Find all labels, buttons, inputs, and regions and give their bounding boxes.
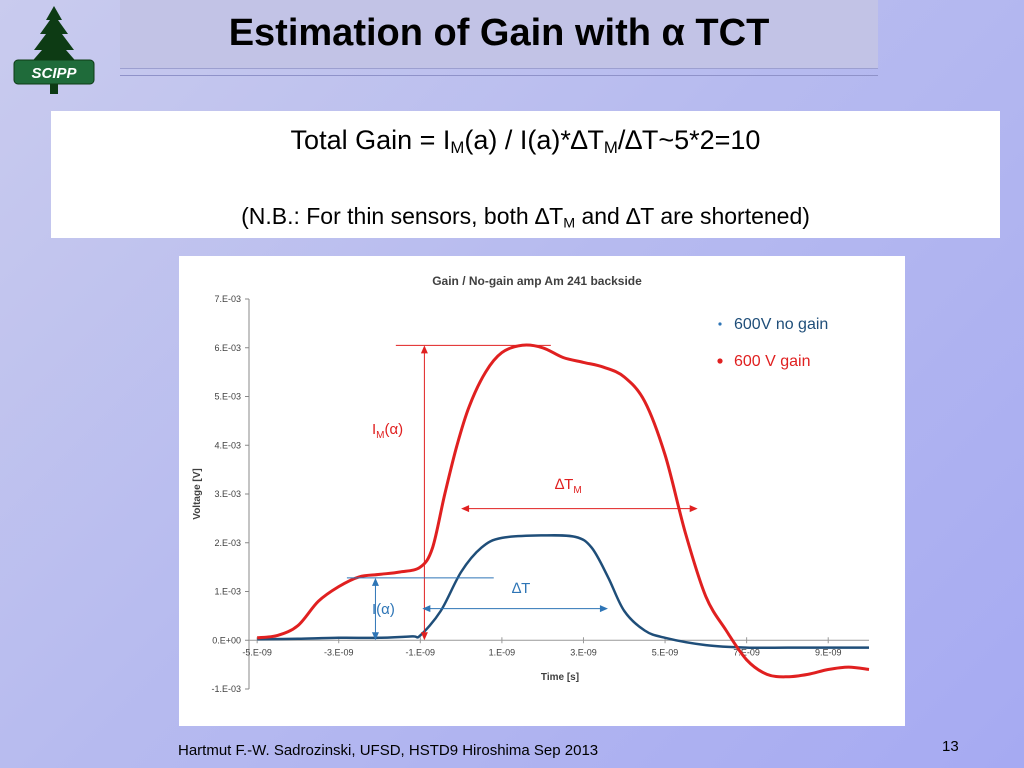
footer-author: Hartmut F.-W. Sadrozinski, UFSD, HSTD9 H… [178,742,599,759]
svg-text:IM(α): IM(α) [372,421,403,441]
delta-tm-arrowhead-right [689,505,698,513]
y-tick-label: 3.E-03 [214,489,241,499]
x-tick-label: 5.E-09 [652,647,679,657]
i-alpha-arrowhead-up [371,577,379,586]
delta-tm-label: ∆TM [555,476,582,496]
logo-text: SCIPP [31,65,77,82]
chart-legend: 600V no gain 600 V gain [717,316,828,370]
x-tick-label: -5.E-09 [242,647,272,657]
y-tick-label: 5.E-03 [214,392,241,402]
x-tick-label: 3.E-09 [570,647,597,657]
chart-container: Gain / No-gain amp Am 241 backside Volta… [179,256,905,726]
x-axis-label: Time [s] [541,672,579,683]
x-tick-label: 1.E-09 [489,647,516,657]
formula-box: Total Gain = IM(a) / I(a)*∆TM/∆T~5*2=10 … [51,111,1000,238]
chart-svg: Gain / No-gain amp Am 241 backside Volta… [192,274,870,694]
scipp-logo: SCIPP [13,6,95,94]
series-gain-line [257,343,870,679]
x-tick-label: -3.E-09 [324,647,354,657]
delta-tm-arrowhead-left [461,505,470,513]
title-divider [120,75,878,76]
y-axis-label: Voltage [V] [192,468,203,519]
legend-no-gain: 600V no gain [734,316,828,333]
chart-title: Gain / No-gain amp Am 241 backside [432,274,642,288]
y-tick-label: 1.E-03 [214,587,241,597]
x-tick-label: 9.E-09 [815,647,842,657]
im-alpha-arrowhead-up [420,345,428,354]
y-tick-label: 6.E-03 [214,343,241,353]
page-title: Estimation of Gain with α TCT [228,12,770,54]
gain-equation: Total Gain = IM(a) / I(a)*∆TM/∆T~5*2=10 [290,125,761,158]
note-text: (N.B.: For thin sensors, both ∆TM and ∆T… [241,203,810,232]
i-alpha-arrowhead-down [371,632,379,641]
i-alpha-label: I(α) [372,601,395,618]
delta-t-label: ∆T [512,580,530,597]
im-alpha-label: IM(α) [372,421,403,441]
im-alpha-arrowhead-down [420,632,428,641]
delta-t-arrowhead-right [599,605,608,613]
y-tick-label: -1.E-03 [211,684,241,694]
x-tick-label: -1.E-09 [406,647,436,657]
delta-t-arrowhead-left [422,605,431,613]
series-no-gain-line [257,534,869,650]
y-tick-label: 7.E-03 [214,294,241,304]
legend-gain: 600 V gain [734,353,811,370]
y-tick-label: 2.E-03 [214,538,241,548]
y-tick-label: 4.E-03 [214,440,241,450]
y-tick-label: 0.E+00 [212,635,241,645]
page-number: 13 [942,738,959,755]
title-bar [120,0,878,69]
x-tick-label: 7.E-09 [733,647,760,657]
svg-text:∆TM: ∆TM [555,476,582,496]
